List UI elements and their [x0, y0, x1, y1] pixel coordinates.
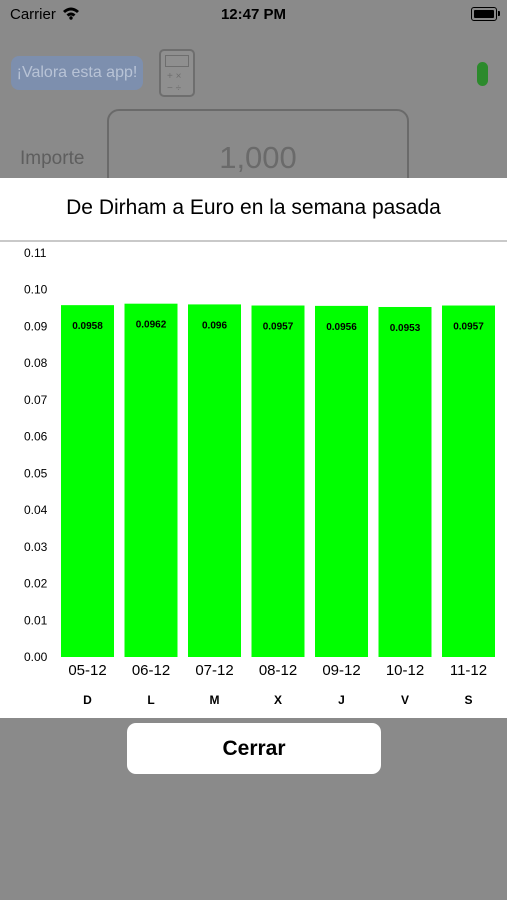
bar-value-label: 0.0953	[390, 323, 421, 334]
chart-panel: De Dirham a Euro en la semana pasada 0.0…	[0, 178, 507, 718]
bar	[188, 304, 241, 657]
amount-value[interactable]: 1,000	[219, 140, 297, 175]
bar-value-label: 0.096	[202, 320, 227, 331]
y-tick-label: 0.10	[24, 283, 48, 297]
status-bar: Carrier 12:47 PM	[0, 0, 507, 28]
battery-icon	[471, 7, 500, 21]
y-tick-label: 0.09	[24, 319, 48, 333]
bar-value-label: 0.0956	[326, 322, 357, 333]
chart-title: De Dirham a Euro en la semana pasada	[66, 196, 441, 219]
bar-value-label: 0.0962	[136, 320, 167, 331]
bar-value-label: 0.0957	[263, 322, 294, 333]
day-label: J	[338, 693, 345, 707]
day-label: X	[274, 693, 282, 707]
x-tick-label: 09-12	[322, 662, 360, 679]
x-tick-label: 11-12	[450, 662, 487, 679]
wifi-icon	[63, 7, 79, 20]
bar-chart: 0.00 0.01 0.02 0.03 0.04 0.05 0.06 0.07 0.08 0.09…	[24, 246, 495, 707]
day-label: S	[464, 693, 472, 707]
x-tick-label: 06-12	[132, 662, 170, 679]
x-tick-label: 07-12	[195, 662, 233, 679]
calculator-icon[interactable]: + × − ÷	[159, 49, 195, 97]
y-tick-label: 0.01	[24, 613, 48, 627]
y-tick-label: 0.04	[24, 503, 48, 517]
bar-value-label: 0.0958	[72, 321, 103, 332]
bar	[251, 305, 305, 657]
y-tick-label: 0.00	[24, 650, 48, 664]
x-tick-label: 10-12	[386, 662, 424, 679]
day-label: D	[83, 693, 92, 707]
y-tick-label: 0.05	[24, 466, 48, 480]
carrier-label: Carrier	[10, 6, 56, 23]
bar	[61, 305, 114, 657]
x-tick-label: 05-12	[68, 662, 106, 679]
bar	[315, 305, 368, 657]
y-tick-label: 0.02	[24, 577, 48, 591]
y-tick-label: 0.07	[24, 393, 48, 407]
bar-value-label: 0.0957	[453, 322, 484, 333]
y-tick-label: 0.11	[24, 246, 47, 260]
y-tick-label: 0.08	[24, 356, 48, 370]
amount-label: Importe	[20, 148, 85, 169]
day-label: M	[210, 693, 220, 707]
day-label: L	[147, 693, 154, 707]
clock: 12:47 PM	[220, 6, 287, 23]
day-label: V	[401, 693, 409, 707]
bar	[124, 303, 178, 657]
y-tick-label: 0.03	[24, 540, 48, 554]
y-tick-label: 0.06	[24, 430, 48, 444]
rate-app-button[interactable]: ¡Valora esta app!	[11, 56, 143, 90]
title-divider	[0, 240, 507, 242]
bar	[378, 306, 432, 657]
close-button[interactable]: Cerrar	[127, 723, 381, 774]
x-tick-label: 08-12	[259, 662, 297, 679]
bar	[442, 305, 495, 657]
status-indicator-icon	[477, 62, 488, 86]
